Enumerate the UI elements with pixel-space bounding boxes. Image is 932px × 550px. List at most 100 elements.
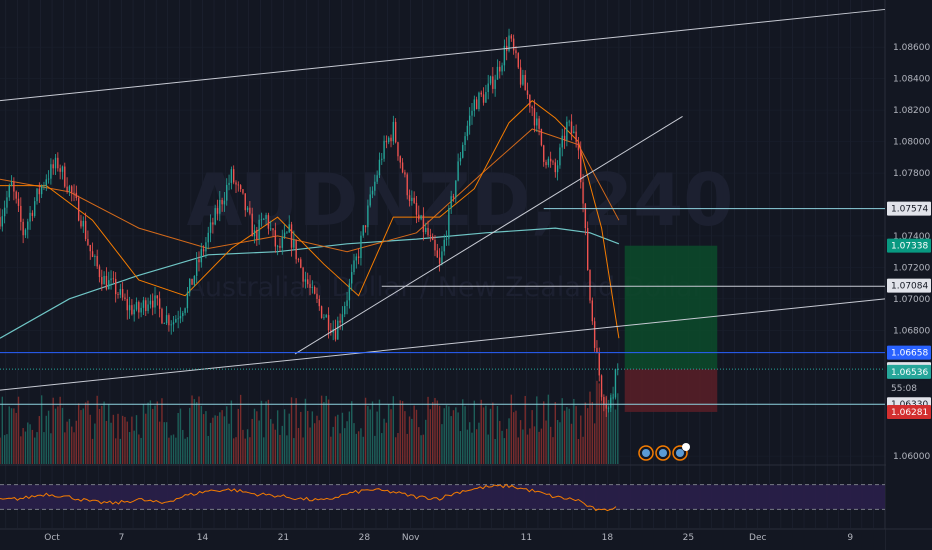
rsi-pane[interactable]: 80.0040.00 [0, 474, 917, 512]
lower-channel-line[interactable] [0, 298, 886, 391]
volume-bar [274, 429, 277, 464]
candle-body [547, 158, 550, 166]
candle-body [152, 300, 154, 308]
event-icons[interactable] [638, 443, 690, 461]
candle-body [77, 198, 80, 221]
volume-bar [547, 394, 550, 464]
volume-bar [61, 407, 64, 464]
long-position-tool[interactable] [624, 245, 718, 412]
volume-bar [383, 418, 385, 464]
candle-body [135, 302, 138, 310]
volume-bar [390, 409, 392, 464]
volume-bar [334, 416, 337, 464]
candle-body [529, 94, 531, 107]
candle-body [193, 275, 196, 285]
candle-body [27, 221, 29, 230]
volume-bar [404, 411, 406, 464]
candle-body [219, 199, 221, 214]
price-label-text: 1.06658 [891, 349, 928, 359]
event-flag-center-icon [642, 449, 650, 457]
volume-bar [24, 431, 27, 464]
candle-body [288, 224, 290, 233]
candle-body [50, 164, 52, 179]
candle-body [455, 180, 457, 198]
event-flag-center-icon [676, 449, 684, 457]
price-axis[interactable]: 1.08600 1.08400 1.08200 1.08000 1.07800 1.074… [886, 0, 932, 550]
time-tick-label: 21 [278, 533, 289, 543]
price-label-box [887, 345, 931, 360]
volume-bar [575, 406, 577, 464]
candle-body [131, 305, 133, 315]
volume-bar [577, 438, 580, 464]
candle-body [536, 118, 538, 126]
volume-bar [427, 396, 429, 464]
volume-bar [214, 415, 216, 464]
candle-body [156, 295, 159, 299]
volume-bar [258, 420, 260, 464]
volume-bar [508, 418, 510, 464]
volume-bar [29, 424, 31, 464]
time-axis[interactable]: Oct 7 14 21 28 Nov 11 18 25 Dec 9 [0, 528, 932, 550]
volume-bar [473, 400, 476, 464]
rising-trend-line[interactable] [294, 115, 683, 355]
volume-bar [15, 412, 17, 464]
volume-bar [212, 417, 214, 464]
volume-bar [397, 433, 399, 464]
volume-bar [605, 397, 607, 464]
candle-body [270, 228, 272, 230]
volume-bar [20, 436, 22, 464]
volume-bar [596, 380, 598, 464]
stop-zone[interactable] [624, 369, 718, 412]
price-label-text: 55:08 [891, 384, 917, 394]
candle-body [404, 172, 406, 175]
volume-bar [114, 438, 117, 464]
volume-bar [267, 399, 270, 464]
candle-body [31, 212, 34, 216]
candle-body [226, 184, 228, 201]
candle-body [603, 396, 605, 405]
candle-body [543, 145, 545, 162]
upper-channel-line[interactable] [0, 8, 886, 102]
volume-bar [307, 410, 309, 464]
candle-body [598, 352, 600, 376]
volume-bar [300, 411, 302, 464]
candle-body [34, 201, 36, 216]
candle-body [209, 222, 212, 233]
event-count-badge-icon[interactable] [682, 443, 690, 451]
volume-bar [101, 405, 103, 464]
volume-bar [71, 426, 73, 464]
volume-bar [154, 405, 156, 464]
candle-body [573, 131, 575, 134]
candle-body [105, 275, 108, 290]
volume-bar [232, 438, 235, 464]
candle-body [57, 157, 59, 169]
time-tick-label: 14 [197, 533, 209, 543]
volume-bar [202, 414, 205, 464]
candle-body [374, 181, 376, 191]
volume-bar [309, 427, 311, 464]
candle-body [617, 369, 619, 370]
volume-bar [219, 412, 221, 464]
time-tick-label: 28 [359, 533, 371, 543]
volume-bar [135, 415, 138, 464]
volume-bar [205, 411, 207, 464]
candle-body [202, 249, 205, 252]
volume-bar [492, 402, 494, 464]
price-candles [0, 28, 619, 417]
volume-bar [170, 435, 172, 464]
volume-bar [582, 436, 584, 464]
price-label-box [887, 238, 931, 253]
volume-bar [57, 406, 59, 464]
volume-bar [563, 410, 566, 464]
drawing-lines[interactable] [0, 8, 886, 405]
volume-bar [91, 438, 94, 464]
candle-body [274, 230, 277, 247]
candle-body [1, 216, 4, 227]
candle-body [353, 260, 355, 273]
profit-zone[interactable] [624, 245, 718, 370]
candle-body [251, 213, 253, 237]
volume-bar [586, 408, 589, 464]
candle-body [64, 166, 66, 187]
candle-body [492, 76, 494, 89]
